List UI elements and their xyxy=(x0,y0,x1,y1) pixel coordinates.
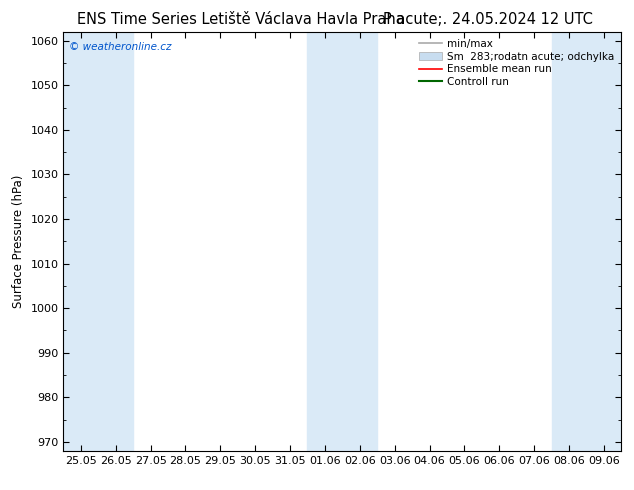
Bar xyxy=(307,32,377,451)
Text: ENS Time Series Letiště Václava Havla Praha: ENS Time Series Letiště Václava Havla Pr… xyxy=(77,12,404,27)
Y-axis label: Surface Pressure (hPa): Surface Pressure (hPa) xyxy=(12,174,25,308)
Text: © weatheronline.cz: © weatheronline.cz xyxy=(69,42,171,52)
Bar xyxy=(63,32,133,451)
Text: P acute;. 24.05.2024 12 UTC: P acute;. 24.05.2024 12 UTC xyxy=(383,12,593,27)
Legend: min/max, Sm  283;rodatn acute; odchylka, Ensemble mean run, Controll run: min/max, Sm 283;rodatn acute; odchylka, … xyxy=(415,35,618,91)
Bar xyxy=(552,32,621,451)
